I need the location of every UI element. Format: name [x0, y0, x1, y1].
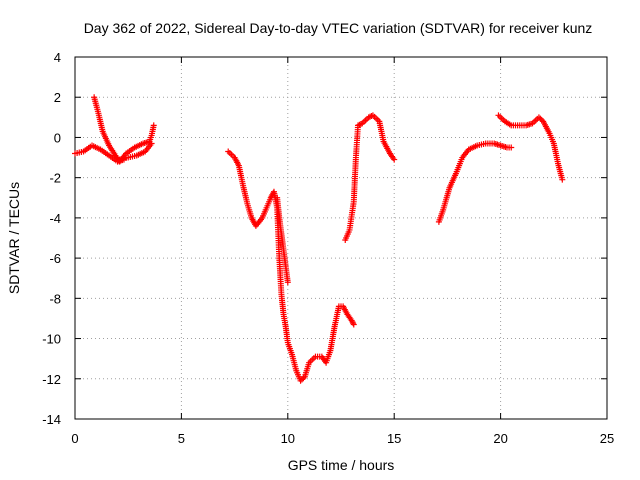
data-series — [72, 94, 566, 384]
data-point — [559, 176, 566, 183]
y-tick-label: 0 — [54, 130, 61, 145]
data-point — [150, 122, 157, 129]
series-arc-3 — [116, 140, 155, 163]
series-arc-5 — [274, 194, 291, 286]
series-arc-2 — [91, 94, 157, 165]
y-tick-label: -2 — [49, 171, 61, 186]
axis-ticks — [74, 56, 608, 420]
y-tick-label: 4 — [54, 50, 61, 65]
chart-title: Day 362 of 2022, Sidereal Day-to-day VTE… — [84, 20, 593, 36]
series-arc-7 — [435, 140, 515, 225]
x-tick-label: 10 — [281, 431, 295, 446]
data-point — [284, 279, 291, 286]
data-point — [148, 140, 155, 147]
y-tick-label: -12 — [42, 372, 61, 387]
y-tick-label: 2 — [54, 90, 61, 105]
series-arc-8 — [495, 112, 566, 183]
plot-frame — [74, 56, 608, 420]
x-tick-label: 0 — [71, 431, 78, 446]
y-tick-label: -14 — [42, 412, 61, 427]
data-point — [350, 320, 357, 327]
series-arc-6 — [342, 112, 398, 244]
x-tick-labels: 0 5 10 15 20 25 — [71, 431, 614, 446]
x-tick-label: 20 — [493, 431, 507, 446]
x-tick-label: 15 — [387, 431, 401, 446]
y-tick-label: -10 — [42, 332, 61, 347]
series-arc-4 — [225, 148, 357, 384]
y-tick-label: -6 — [49, 251, 61, 266]
y-tick-label: -4 — [49, 211, 61, 226]
x-axis-label: GPS time / hours — [288, 457, 395, 473]
y-tick-labels: -14 -12 -10 -8 -6 -4 -2 0 2 4 — [42, 50, 61, 427]
x-tick-label: 25 — [600, 431, 614, 446]
y-tick-label: -8 — [49, 291, 61, 306]
y-axis-label: SDTVAR / TECUs — [6, 182, 22, 294]
data-point — [350, 321, 357, 328]
data-point — [391, 156, 398, 163]
x-tick-label: 5 — [178, 431, 185, 446]
grid-lines — [75, 57, 607, 419]
data-point — [508, 144, 515, 151]
